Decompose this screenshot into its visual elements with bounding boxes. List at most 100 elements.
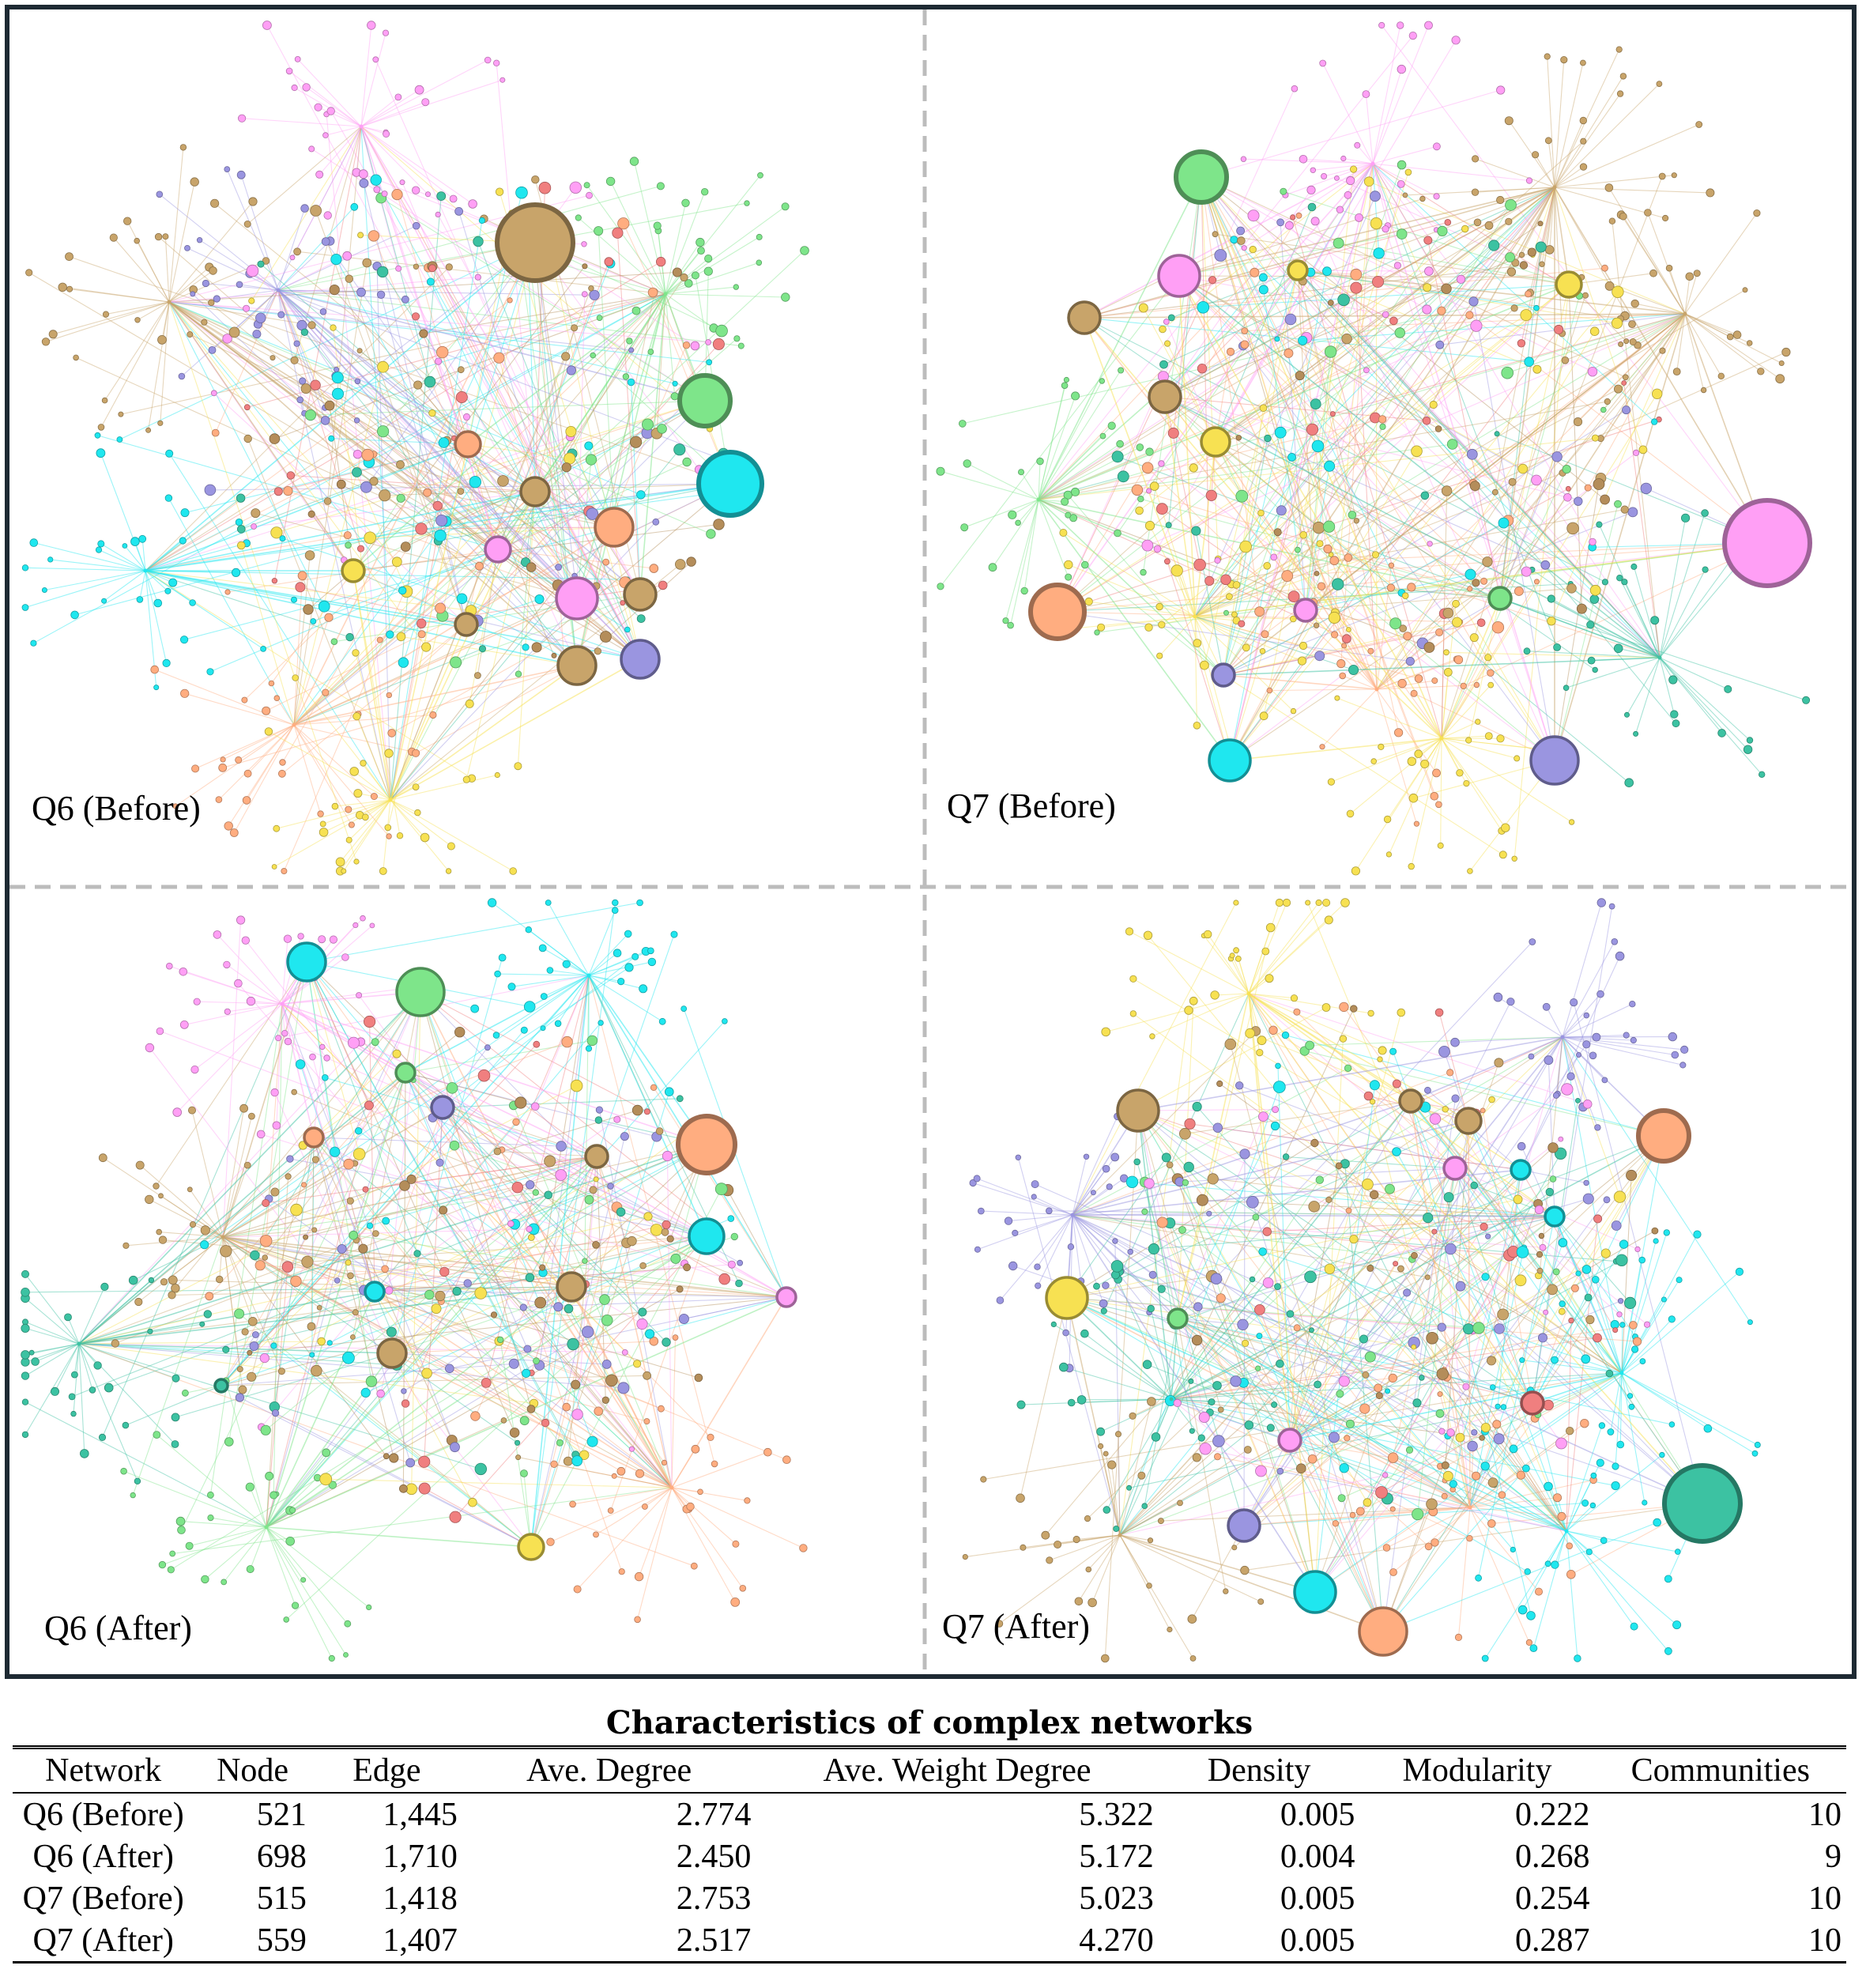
network-node — [1473, 218, 1482, 227]
network-node — [626, 338, 633, 345]
network-node — [199, 1321, 205, 1327]
network-node — [1593, 1333, 1602, 1343]
network-node — [1332, 1520, 1339, 1527]
network-node — [1372, 275, 1385, 288]
network-node — [156, 1027, 164, 1035]
network-node — [1659, 1451, 1665, 1458]
network-node — [1566, 1542, 1573, 1549]
network-node — [1272, 1106, 1279, 1113]
network-node — [1223, 1588, 1229, 1594]
network-node — [220, 756, 226, 763]
network-node — [1106, 1183, 1113, 1190]
network-node — [1462, 1383, 1470, 1390]
network-node — [1487, 1477, 1498, 1488]
network-node — [1604, 281, 1615, 291]
network-node — [1224, 1038, 1237, 1051]
network-node — [435, 1290, 446, 1302]
network-node — [162, 658, 171, 668]
network-node — [1685, 272, 1694, 281]
network-node — [413, 1250, 421, 1258]
network-node — [1061, 497, 1069, 506]
network-node — [607, 1183, 614, 1190]
network-node — [343, 1652, 349, 1658]
network-node — [1566, 583, 1577, 594]
network-node — [352, 450, 363, 459]
network-node — [1629, 1321, 1638, 1330]
network-node — [469, 476, 482, 489]
network-node — [656, 182, 665, 191]
network-node — [401, 1399, 410, 1408]
network-node — [209, 266, 217, 275]
network-node — [1562, 464, 1571, 474]
network-node — [1583, 1179, 1589, 1186]
network-node — [1310, 398, 1321, 410]
network-large-node — [1454, 1107, 1483, 1135]
network-node — [1441, 283, 1452, 295]
network-node — [1517, 339, 1526, 348]
network-node — [722, 1018, 728, 1024]
network-node — [1035, 1282, 1042, 1289]
network-node — [1071, 391, 1080, 401]
network-node — [268, 680, 275, 687]
network-node — [1514, 755, 1521, 762]
network-node — [1145, 447, 1154, 456]
network-node — [629, 436, 643, 448]
network-node — [712, 338, 725, 350]
network-node — [1315, 1175, 1325, 1184]
network-node — [627, 1235, 637, 1247]
network-node — [367, 21, 376, 30]
network-node — [1212, 1435, 1225, 1447]
network-large-node — [1293, 1570, 1337, 1614]
network-node — [649, 564, 659, 573]
network-node — [1495, 1403, 1501, 1409]
network-node — [1329, 411, 1336, 417]
network-node — [1191, 1334, 1203, 1346]
network-hub-node — [1118, 1533, 1122, 1537]
network-node — [593, 1531, 599, 1538]
network-node — [1341, 643, 1348, 649]
network-node — [1580, 1418, 1589, 1428]
network-node — [185, 1541, 194, 1550]
network-node — [1615, 46, 1623, 53]
header-communities: Communities — [1630, 1752, 1810, 1789]
network-node — [321, 237, 330, 247]
network-node — [457, 366, 465, 374]
network-node — [1619, 212, 1627, 221]
network-node — [1407, 756, 1417, 766]
network-node — [1149, 1033, 1155, 1039]
network-node — [737, 1259, 744, 1266]
network-node — [384, 824, 392, 832]
network-node — [171, 1413, 180, 1422]
network-node — [1435, 628, 1444, 637]
network-node — [328, 435, 335, 442]
network-hub-node — [77, 1341, 81, 1346]
network-node — [353, 858, 360, 865]
network-node — [589, 1186, 597, 1194]
network-node — [1644, 1321, 1651, 1328]
network-node — [224, 821, 233, 831]
network-node — [98, 1433, 107, 1442]
network-node — [297, 571, 307, 581]
network-node — [1414, 674, 1423, 683]
network-node — [438, 437, 450, 448]
network-node — [322, 688, 330, 696]
network-node — [439, 1205, 448, 1215]
network-node — [1612, 1327, 1619, 1334]
network-node — [634, 1616, 641, 1624]
network-node — [1147, 1537, 1154, 1544]
network-node — [1308, 1201, 1320, 1213]
network-node — [1632, 1337, 1642, 1346]
network-node — [1681, 513, 1691, 522]
network-node — [602, 558, 610, 566]
network-node — [706, 529, 716, 539]
network-node — [330, 1146, 341, 1157]
network-node — [1113, 1526, 1120, 1533]
network-node — [208, 345, 217, 354]
network-node — [1419, 1375, 1425, 1381]
network-node — [1579, 116, 1588, 125]
network-node — [995, 1620, 1004, 1628]
network-node — [304, 550, 315, 560]
network-node — [134, 1477, 141, 1484]
network-node — [1299, 155, 1308, 164]
network-node — [1031, 1194, 1037, 1200]
